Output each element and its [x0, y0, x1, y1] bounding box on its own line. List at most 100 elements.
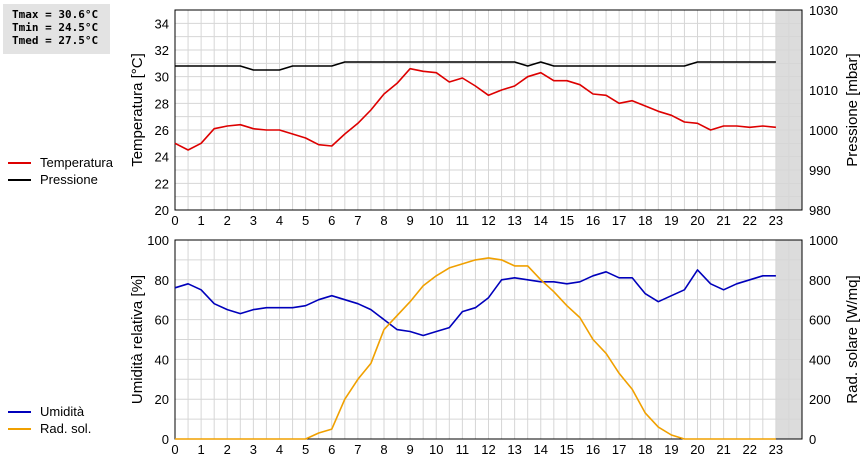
- bottom-y2-tick-200: 200: [809, 392, 831, 407]
- top-x-tick-17: 17: [612, 213, 626, 228]
- top-x-tick-18: 18: [638, 213, 652, 228]
- stat-tmax: Tmax = 30.6°C: [12, 8, 99, 21]
- top-y2-tick-1030: 1030: [809, 3, 838, 18]
- top-x-tick-7: 7: [354, 213, 361, 228]
- bottom-y2-tick-800: 800: [809, 273, 831, 288]
- bottom-x-tick-23: 23: [769, 442, 783, 457]
- bottom-y-tick-80: 80: [155, 273, 169, 288]
- bottom-x-tick-17: 17: [612, 442, 626, 457]
- bottom-x-tick-19: 19: [664, 442, 678, 457]
- bottom-x-tick-7: 7: [354, 442, 361, 457]
- top-x-tick-20: 20: [690, 213, 704, 228]
- bottom-x-tick-10: 10: [429, 442, 443, 457]
- bottom-x-tick-13: 13: [507, 442, 521, 457]
- top-x-tick-3: 3: [250, 213, 257, 228]
- top-y-tick-26: 26: [155, 123, 169, 138]
- legend-label-umidita: Umidità: [40, 404, 85, 419]
- bottom-x-tick-5: 5: [302, 442, 309, 457]
- top-x-tick-10: 10: [429, 213, 443, 228]
- top-x-tick-1: 1: [198, 213, 205, 228]
- bottom-x-tick-6: 6: [328, 442, 335, 457]
- legend-swatch-temperatura: [8, 161, 31, 164]
- top-y-tick-32: 32: [155, 43, 169, 58]
- legend-item-rad-sol: Rad. sol.: [8, 420, 91, 437]
- top-series-temperatura: [174, 67, 776, 151]
- legend-swatch-umidita: [8, 410, 31, 413]
- bottom-series-rad-sol: [175, 257, 776, 440]
- bottom-x-tick-2: 2: [224, 442, 231, 457]
- legend-swatch-rad-sol: [8, 427, 31, 430]
- top-x-tick-2: 2: [224, 213, 231, 228]
- legend-item-temperatura: Temperatura: [8, 154, 113, 171]
- stats-box: Tmax = 30.6°C Tmin = 24.5°C Tmed = 27.5°…: [3, 4, 110, 54]
- bottom-x-tick-20: 20: [690, 442, 704, 457]
- bottom-y2-tick-0: 0: [809, 432, 816, 447]
- bottom-series-umidit: [174, 269, 776, 337]
- legend-item-pressione: Pressione: [8, 171, 113, 188]
- bottom-x-tick-22: 22: [743, 442, 757, 457]
- bottom-y-tick-40: 40: [155, 352, 169, 367]
- top-x-tick-8: 8: [380, 213, 387, 228]
- top-y2-tick-1020: 1020: [809, 43, 838, 58]
- bottom-y2-axis-title: Rad. solare [W/mq]: [844, 275, 860, 403]
- top-x-tick-23: 23: [769, 213, 783, 228]
- bottom-y-tick-20: 20: [155, 392, 169, 407]
- top-x-tick-12: 12: [481, 213, 495, 228]
- bottom-y2-tick-400: 400: [809, 352, 831, 367]
- top-x-tick-9: 9: [407, 213, 414, 228]
- top-y2-axis-title: Pressione [mbar]: [844, 53, 860, 166]
- top-x-tick-11: 11: [456, 213, 470, 228]
- bottom-plot-frame: [174, 239, 803, 440]
- top-series-pressione: [175, 61, 776, 71]
- legend-label-temperatura: Temperatura: [40, 155, 113, 170]
- top-x-tick-19: 19: [664, 213, 678, 228]
- legend-item-umidita: Umidità: [8, 403, 91, 420]
- bottom-x-tick-18: 18: [638, 442, 652, 457]
- top-y-tick-28: 28: [155, 96, 169, 111]
- bottom-x-tick-0: 0: [171, 442, 178, 457]
- top-x-tick-14: 14: [534, 213, 548, 228]
- bottom-x-tick-12: 12: [481, 442, 495, 457]
- top-y2-tick-980: 980: [809, 203, 831, 218]
- bottom-x-tick-21: 21: [716, 442, 730, 457]
- legend-swatch-pressione: [8, 178, 31, 181]
- top-x-tick-0: 0: [171, 213, 178, 228]
- legend-top: Temperatura Pressione: [8, 154, 113, 188]
- bottom-y2-tick-600: 600: [809, 313, 831, 328]
- bottom-x-tick-9: 9: [407, 442, 414, 457]
- top-plot-frame: [174, 9, 803, 211]
- top-y2-tick-1010: 1010: [809, 83, 838, 98]
- bottom-x-tick-4: 4: [276, 442, 283, 457]
- bottom-x-tick-11: 11: [456, 442, 470, 457]
- bottom-y-tick-100: 100: [147, 233, 169, 248]
- top-x-tick-5: 5: [302, 213, 309, 228]
- bottom-y-tick-0: 0: [162, 432, 169, 447]
- stat-tmed: Tmed = 27.5°C: [12, 34, 99, 47]
- top-y-tick-34: 34: [155, 16, 169, 31]
- bottom-x-tick-15: 15: [560, 442, 574, 457]
- top-x-tick-16: 16: [586, 213, 600, 228]
- bottom-x-tick-14: 14: [534, 442, 548, 457]
- top-y-tick-20: 20: [155, 203, 169, 218]
- top-y-tick-22: 22: [155, 176, 169, 191]
- top-y2-tick-1000: 1000: [809, 123, 838, 138]
- top-x-tick-21: 21: [716, 213, 730, 228]
- top-y2-tick-990: 990: [809, 163, 831, 178]
- legend-bottom: Umidità Rad. sol.: [8, 403, 91, 437]
- bottom-x-tick-16: 16: [586, 442, 600, 457]
- bottom-x-tick-3: 3: [250, 442, 257, 457]
- legend-label-rad-sol: Rad. sol.: [40, 421, 92, 436]
- top-x-tick-4: 4: [276, 213, 283, 228]
- bottom-x-tick-1: 1: [198, 442, 205, 457]
- bottom-y-axis-title: Umidità relativa [%]: [129, 275, 146, 404]
- top-y-axis-title: Temperatura [°C]: [129, 53, 146, 167]
- bottom-y2-tick-1000: 1000: [809, 233, 838, 248]
- top-x-tick-15: 15: [560, 213, 574, 228]
- bottom-y-tick-60: 60: [155, 313, 169, 328]
- top-y-tick-30: 30: [155, 70, 169, 85]
- top-x-tick-6: 6: [328, 213, 335, 228]
- bottom-x-tick-8: 8: [380, 442, 387, 457]
- top-x-tick-13: 13: [507, 213, 521, 228]
- legend-label-pressione: Pressione: [40, 172, 98, 187]
